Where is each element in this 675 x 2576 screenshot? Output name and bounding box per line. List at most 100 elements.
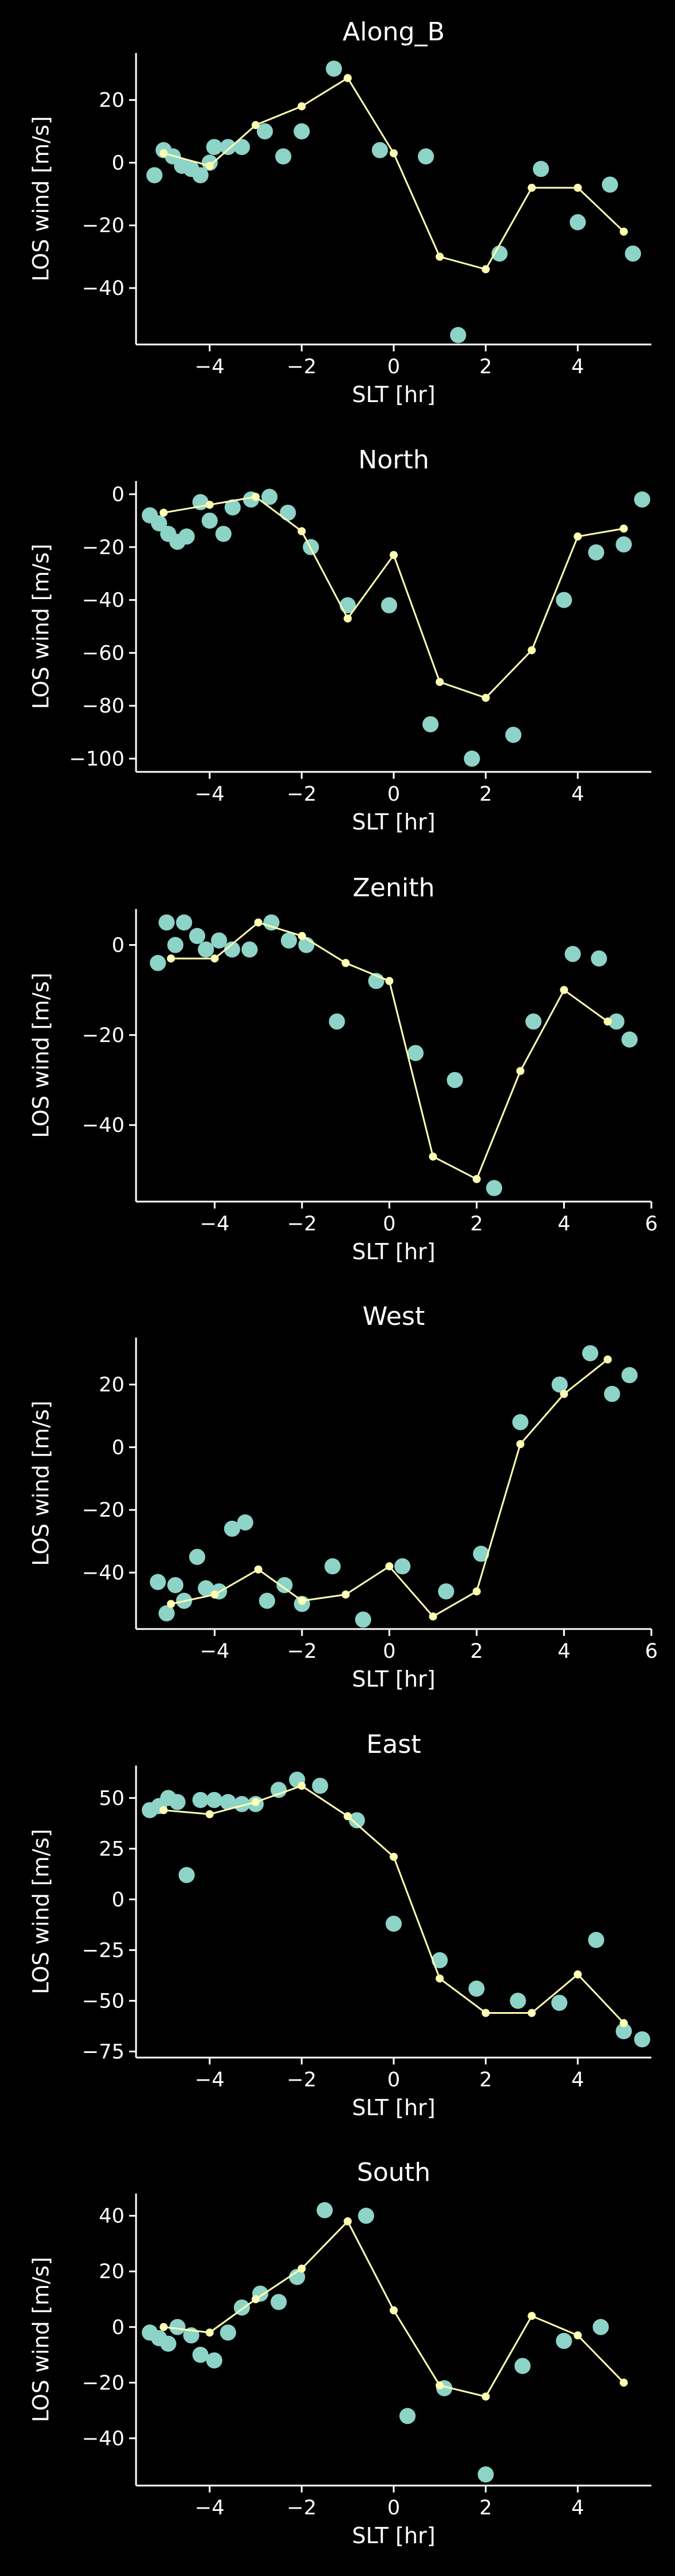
scatter-point [588, 544, 605, 560]
line-marker [297, 2264, 306, 2273]
line-marker [574, 1970, 582, 1979]
scatter-point [233, 139, 250, 156]
line-marker [205, 1810, 214, 1819]
line-marker [574, 2331, 582, 2340]
line-marker [251, 493, 260, 501]
line-marker [620, 2019, 628, 2028]
scatter-point [261, 488, 278, 505]
scatter-point [159, 1605, 175, 1622]
scatter-point [326, 60, 342, 77]
y-tick-label: 0 [112, 1888, 125, 1911]
line-marker [574, 532, 582, 541]
y-tick-label: 0 [112, 934, 125, 957]
scatter-point [220, 139, 236, 156]
scatter-point [167, 1577, 184, 1593]
chart-title: West [363, 1302, 425, 1331]
scatter-point [634, 491, 651, 508]
scatter-point [220, 1794, 236, 1810]
line-marker [481, 694, 490, 702]
y-tick-label: 20 [99, 1374, 125, 1397]
scatter-point [634, 2031, 651, 2048]
scatter-point [233, 1795, 250, 1812]
x-axis-label: SLT [hr] [352, 1239, 436, 1264]
x-tick-label: 0 [383, 1640, 395, 1663]
scatter-point [312, 1778, 329, 1794]
y-tick-label: 50 [99, 1787, 125, 1810]
chart-title: North [358, 445, 429, 475]
scatter-point [201, 512, 218, 529]
y-tick-label: −50 [82, 1990, 125, 2013]
x-tick-label: 2 [470, 1213, 483, 1236]
scatter-point [602, 176, 619, 193]
scatter-point [358, 2207, 375, 2224]
scatter-point [593, 2319, 609, 2335]
series-line [163, 77, 625, 271]
scatter-point [257, 123, 273, 140]
scatter-point [149, 954, 166, 971]
line-marker [210, 1590, 219, 1599]
y-tick-label: −20 [82, 214, 125, 237]
y-tick-label: 0 [112, 483, 125, 506]
scatter-point [372, 142, 389, 158]
line-marker [344, 74, 352, 82]
scatter-point [551, 1376, 568, 1393]
scatter-point [241, 941, 258, 958]
line-marker [390, 1853, 398, 1861]
series-line [163, 495, 624, 699]
x-tick-label: 0 [387, 783, 400, 806]
line-marker [604, 1355, 612, 1364]
x-tick-label: −2 [287, 1213, 317, 1236]
y-tick-label: −60 [82, 642, 125, 665]
y-tick-label: −20 [82, 1499, 125, 1522]
scatter-point [510, 1992, 526, 2009]
scatter-point [512, 1414, 529, 1430]
line-marker [620, 524, 628, 533]
x-tick-label: 0 [387, 2497, 400, 2520]
scatter-point [159, 914, 175, 931]
line-marker [297, 931, 306, 940]
line-marker [435, 2381, 444, 2390]
line-marker [251, 121, 260, 130]
line-marker [527, 2312, 536, 2320]
scatter-point [386, 1915, 402, 1932]
line-marker [344, 1812, 352, 1821]
x-axis-label: SLT [hr] [352, 1666, 436, 1692]
chart-title: South [357, 2158, 431, 2187]
y-axis-label: LOS wind [m/s] [28, 1829, 54, 1994]
x-tick-label: 0 [383, 1213, 395, 1236]
y-tick-label: −100 [69, 748, 125, 771]
scatter-point [608, 1013, 625, 1030]
x-axis-label: SLT [hr] [352, 809, 436, 835]
scatter-point [270, 1782, 287, 1798]
scatter-point [621, 1031, 638, 1048]
series-line [171, 1358, 609, 1618]
scatter-point [237, 1514, 254, 1531]
x-tick-label: 4 [571, 2069, 584, 2092]
scatter-point [431, 1952, 448, 1968]
scatter-point [417, 148, 434, 165]
y-tick-label: 0 [112, 2316, 125, 2339]
line-marker [560, 986, 568, 994]
y-tick-label: −40 [82, 589, 125, 612]
scatter-point [149, 1574, 166, 1590]
scatter-point [224, 1520, 240, 1537]
scatter-point [206, 139, 223, 156]
x-tick-label: −2 [287, 2069, 317, 2092]
line-marker [560, 1389, 568, 1398]
line-marker [620, 2378, 628, 2387]
x-tick-label: 0 [387, 355, 400, 378]
line-marker [254, 918, 263, 927]
y-tick-label: 25 [99, 1838, 125, 1861]
line-marker [205, 2328, 214, 2337]
y-tick-label: −80 [82, 695, 125, 718]
x-axis-label: SLT [hr] [352, 382, 436, 407]
y-tick-label: −20 [82, 2372, 125, 2395]
x-tick-label: 4 [557, 1640, 570, 1663]
line-marker [167, 1600, 175, 1608]
line-marker [429, 1152, 438, 1161]
scatter-point [582, 1345, 598, 1362]
line-marker [390, 2306, 398, 2314]
x-tick-label: −2 [287, 783, 317, 806]
